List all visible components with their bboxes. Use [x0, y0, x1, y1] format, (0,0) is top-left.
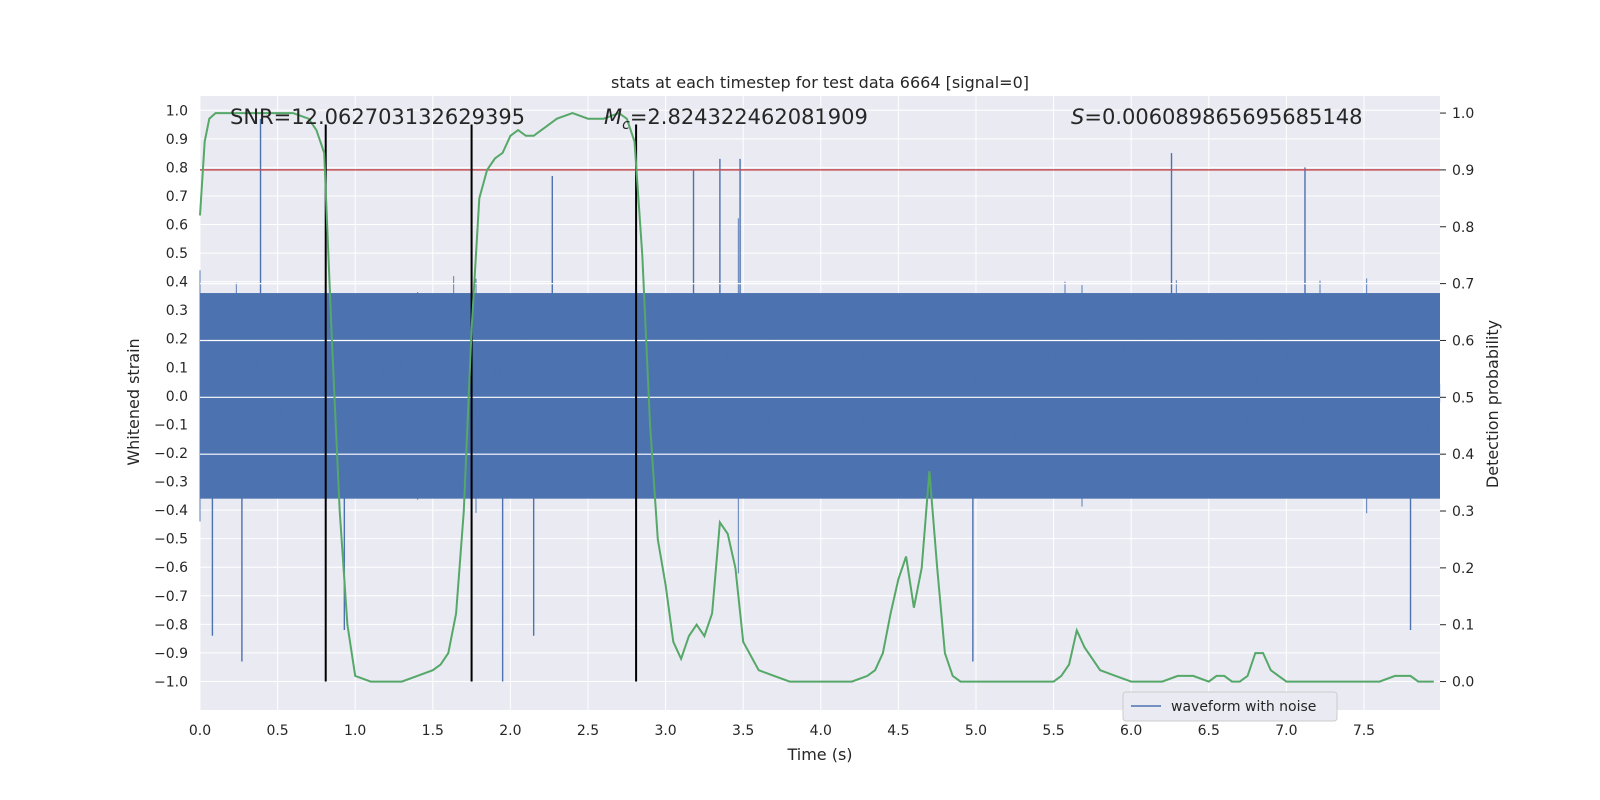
x-tick-label: 2.0	[499, 723, 521, 739]
y-left-tick-label: 0.8	[166, 160, 188, 176]
s-value: =0.006089865695685148	[1084, 105, 1362, 129]
y-right-tick-label: 0.1	[1452, 618, 1474, 634]
y-right-tick-label: 0.7	[1452, 277, 1474, 293]
x-tick-label: 2.5	[577, 723, 599, 739]
y-left-tick-label: 0.5	[166, 246, 188, 262]
y-right-tick-label: 0.3	[1452, 504, 1474, 520]
x-axis-label: Time (s)	[786, 745, 852, 764]
y-left-tick-label: 1.0	[166, 103, 188, 119]
x-tick-label: 6.5	[1198, 723, 1220, 739]
legend-box	[1122, 691, 1338, 722]
y-left-tick-label: 0.2	[166, 332, 188, 348]
y-left-tick-label: −0.2	[154, 446, 188, 462]
x-tick-label: 0.5	[266, 723, 288, 739]
y-left-tick-label: 0.1	[166, 360, 188, 376]
s-symbol: S	[1071, 105, 1084, 129]
waveform-noise	[199, 218, 1441, 574]
y-left-axis-label: Whitened strain	[124, 338, 143, 465]
y-left-tick-label: 0.7	[166, 189, 188, 205]
probability-line	[199, 111, 1434, 683]
y-left-tick-label: 0.6	[166, 218, 188, 234]
y-right-tick-label: 0.0	[1452, 675, 1474, 691]
y-left-tick-label: −0.1	[154, 417, 188, 433]
y-right-axis-label: Detection probability	[1483, 320, 1502, 488]
x-tick-label: 0.0	[189, 723, 211, 739]
chirp-mass-subscript: c	[622, 117, 630, 133]
y-right-tick-labels: 1.0 0.9 0.8 0.7 0.6 0.5 0.4 0.3 0.2 0.1 0.0	[1440, 106, 1474, 691]
x-tick-label: 3.5	[732, 723, 754, 739]
y-right-tick-label: 0.2	[1452, 561, 1474, 577]
snr-annotation: SNR=12.062703132629395	[230, 105, 525, 129]
s-annotation: S=0.006089865695685148	[1071, 105, 1362, 129]
y-right-tick-label: 0.9	[1452, 163, 1474, 179]
x-tick-label: 5.0	[965, 723, 987, 739]
x-tick-label: 4.5	[887, 723, 909, 739]
y-left-tick-label: −0.3	[154, 475, 188, 491]
y-left-tick-label: 0.0	[166, 389, 188, 405]
x-tick-label: 4.0	[810, 723, 832, 739]
vertical-markers	[324, 124, 638, 682]
y-left-tick-label: 0.3	[166, 303, 188, 319]
y-right-tick-label: 0.5	[1452, 390, 1474, 406]
probability-series	[199, 111, 1434, 683]
y-left-tick-label: −0.8	[154, 617, 188, 633]
legend-label: waveform with noise	[1171, 699, 1316, 715]
y-left-tick-label: −1.0	[154, 674, 188, 690]
x-tick-labels: 0.0 0.5 1.0 1.5 2.0 2.5 3.0 3.5 4.0 4.5 5.0 5.5 6.0 6…	[189, 723, 1375, 739]
y-right-tick-label: 0.8	[1452, 220, 1474, 236]
y-left-tick-label: −0.4	[154, 503, 188, 519]
chirp-mass-symbol: M	[604, 105, 622, 129]
x-tick-label: 6.0	[1120, 723, 1142, 739]
y-left-tick-label: −0.9	[154, 646, 188, 662]
y-right-tick-label: 0.6	[1452, 333, 1474, 349]
y-right-tick-label: 1.0	[1452, 106, 1474, 122]
x-tick-label: 1.0	[344, 723, 366, 739]
x-tick-label: 1.5	[422, 723, 444, 739]
x-tick-label: 5.5	[1042, 723, 1064, 739]
chart-title: stats at each timestep for test data 666…	[611, 73, 1029, 92]
y-left-tick-labels: 1.0 0.9 0.8 0.7 0.6 0.5 0.4 0.3 0.2 0.1 0.0 −0.1 −0.…	[154, 103, 188, 690]
chirp-mass-annotation: Mc=2.824322462081909	[604, 105, 868, 133]
y-left-tick-label: 0.4	[166, 275, 188, 291]
legend: waveform with noise	[1122, 691, 1338, 722]
y-left-tick-label: −0.5	[154, 532, 188, 548]
x-tick-label: 7.0	[1275, 723, 1297, 739]
y-left-tick-label: 0.9	[166, 132, 188, 148]
x-tick-label: 3.0	[654, 723, 676, 739]
x-tick-label: 7.5	[1353, 723, 1375, 739]
y-right-tick-label: 0.4	[1452, 447, 1474, 463]
waveform-series	[199, 118, 1441, 682]
y-left-tick-label: −0.7	[154, 589, 188, 605]
chirp-mass-value: =2.824322462081909	[630, 105, 868, 129]
y-left-tick-label: −0.6	[154, 560, 188, 576]
